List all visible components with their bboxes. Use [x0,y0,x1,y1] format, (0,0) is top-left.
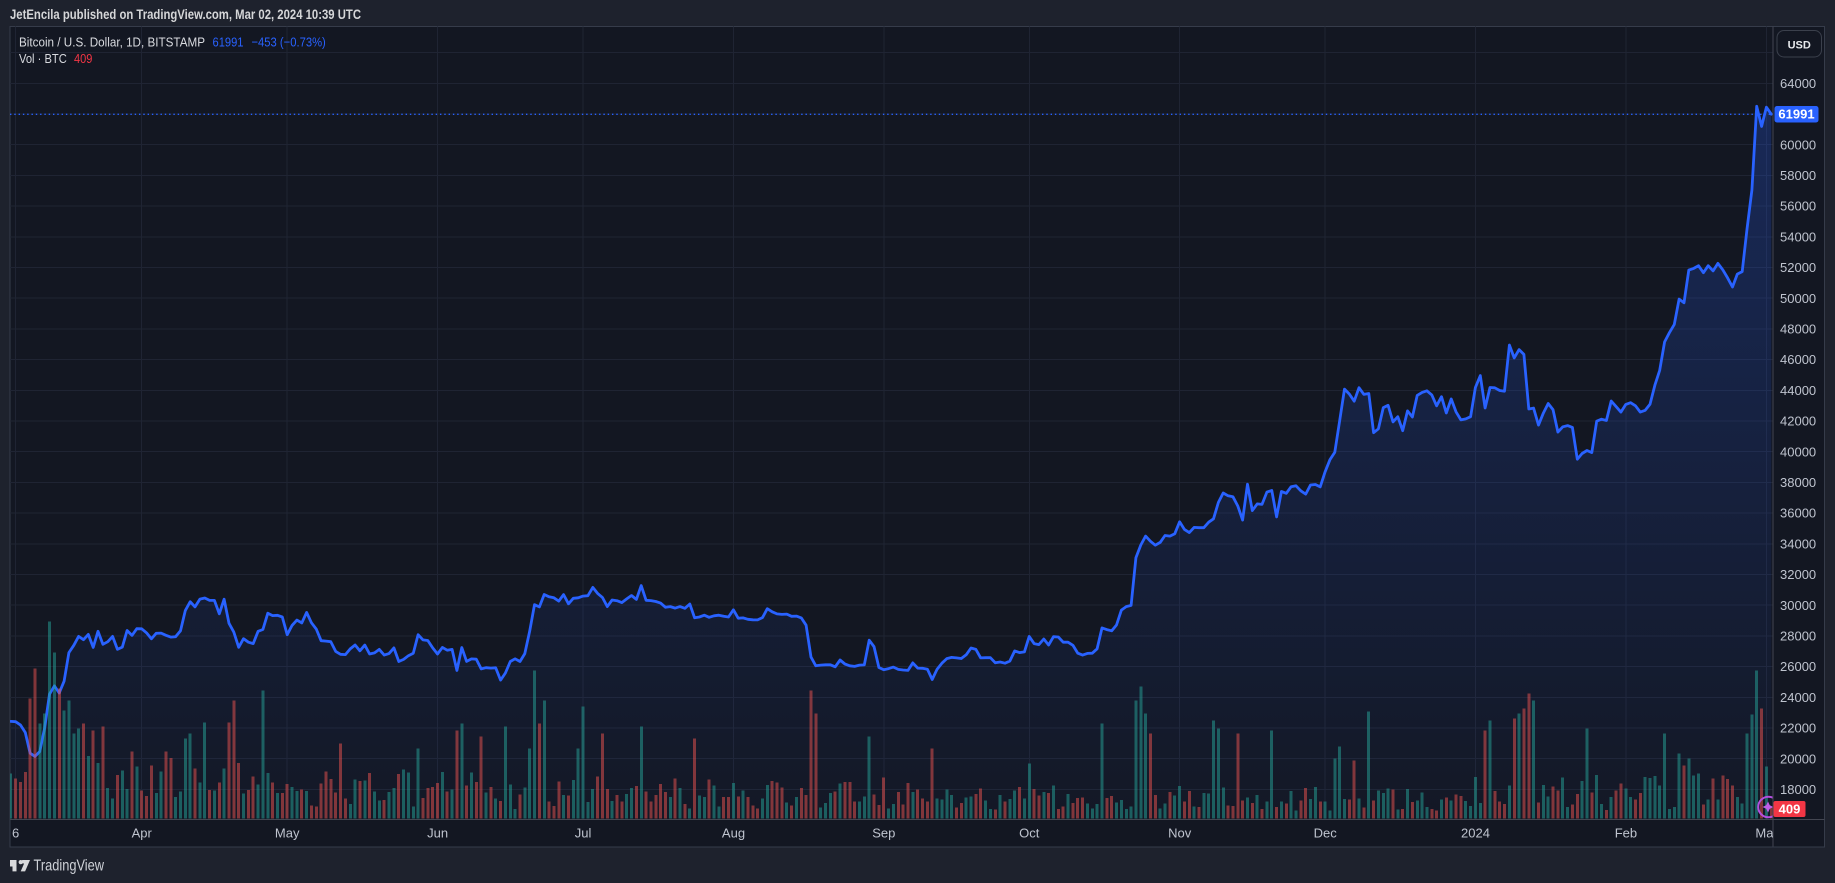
svg-text:24000: 24000 [1780,690,1816,705]
svg-text:46000: 46000 [1780,352,1816,367]
svg-text:2024: 2024 [1461,826,1490,841]
svg-text:USD: USD [1788,40,1811,52]
svg-text:Feb: Feb [1615,826,1637,841]
svg-text:Aug: Aug [722,826,745,841]
svg-text:26000: 26000 [1780,659,1816,674]
svg-text:Jul: Jul [575,826,592,841]
svg-text:Sep: Sep [872,826,895,841]
svg-text:61991: 61991 [213,35,244,50]
svg-text:36000: 36000 [1780,506,1816,521]
svg-text:30000: 30000 [1780,598,1816,613]
svg-text:18000: 18000 [1780,782,1816,797]
svg-text:44000: 44000 [1780,383,1816,398]
svg-text:May: May [275,826,300,841]
svg-text:−453 (−0.73%): −453 (−0.73%) [252,35,326,50]
svg-text:50000: 50000 [1780,291,1816,306]
svg-text:64000: 64000 [1780,76,1816,91]
svg-text:20000: 20000 [1780,751,1816,766]
svg-text:42000: 42000 [1780,414,1816,429]
svg-text:61991: 61991 [1778,107,1814,122]
svg-text:40000: 40000 [1780,444,1816,459]
svg-text:54000: 54000 [1780,229,1816,244]
svg-text:60000: 60000 [1780,137,1816,152]
svg-text:Jun: Jun [427,826,448,841]
svg-text:Mar: Mar [1755,826,1778,841]
svg-text:Apr: Apr [132,826,153,841]
svg-text:TradingView: TradingView [34,858,105,875]
svg-text:34000: 34000 [1780,536,1816,551]
svg-text:38000: 38000 [1780,475,1816,490]
svg-text:Vol · BTC: Vol · BTC [19,51,67,66]
svg-text:28000: 28000 [1780,629,1816,644]
svg-text:6: 6 [12,826,19,841]
svg-text:409: 409 [74,51,92,66]
svg-text:48000: 48000 [1780,322,1816,337]
svg-text:22000: 22000 [1780,721,1816,736]
svg-text:32000: 32000 [1780,567,1816,582]
svg-text:58000: 58000 [1780,168,1816,183]
svg-text:56000: 56000 [1780,199,1816,214]
svg-text:52000: 52000 [1780,260,1816,275]
svg-text:Dec: Dec [1314,826,1338,841]
svg-text:Oct: Oct [1019,826,1040,841]
svg-text:JetEncila published on Trading: JetEncila published on TradingView.com, … [10,6,361,22]
svg-text:409: 409 [1779,801,1801,816]
svg-text:Bitcoin / U.S. Dollar, 1D, BIT: Bitcoin / U.S. Dollar, 1D, BITSTAMP [19,35,205,50]
svg-text:Nov: Nov [1168,826,1192,841]
